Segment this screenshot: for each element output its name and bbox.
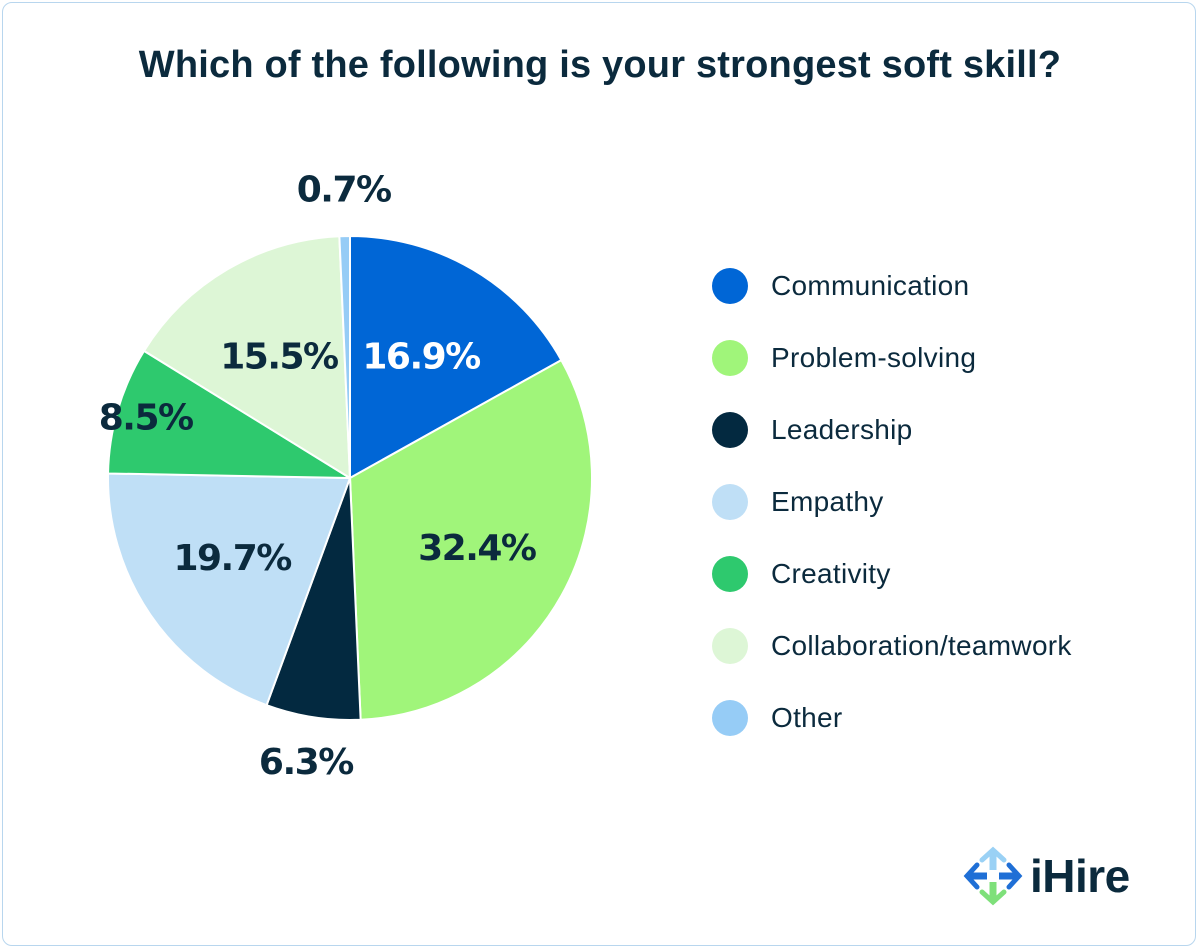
slice-label-other: 0.7% [297,170,391,211]
slice-label-empathy: 19.7% [173,538,291,579]
ihire-logo-text: iHire [1030,850,1130,902]
slice-label-leadership: 6.3% [259,742,353,783]
legend-item: Leadership [712,394,1072,466]
legend-swatch [712,556,748,592]
legend-swatch [712,484,748,520]
pie-slice-creativity [107,349,351,479]
legend-label: Communication [771,270,970,301]
ihire-logo-icon [963,846,1023,906]
legend-label: Creativity [771,558,891,589]
pie-slice-communication [349,235,563,479]
pie-slice-problem-solving [349,359,593,721]
legend-swatch [712,628,748,664]
slice-label-creativity: 8.5% [99,397,193,438]
legend-label: Leadership [771,414,913,445]
pie-slice-empathy [107,472,351,707]
chart-legend: Communication Problem-solving Leadership Em… [712,250,1072,754]
legend-swatch [712,700,748,736]
legend-item: Problem-solving [712,322,1072,394]
legend-item: Empathy [712,466,1072,538]
chart-title: Which of the following is your strongest… [138,44,1062,86]
legend-swatch [712,412,748,448]
legend-item: Creativity [712,538,1072,610]
pie-slice-other [338,235,351,479]
slice-label-problem-solving: 32.4% [418,528,536,569]
legend-item: Collaboration/teamwork [712,610,1072,682]
legend-label: Problem-solving [771,342,977,373]
ihire-logo: iHire [960,846,1130,906]
slice-label-collaboration-teamwork: 15.5% [220,336,338,377]
legend-label: Other [771,702,843,733]
legend-swatch [712,268,748,304]
legend-swatch [712,340,748,376]
legend-item: Communication [712,250,1072,322]
legend-item: Other [712,682,1072,754]
legend-label: Empathy [771,486,884,517]
legend-label: Collaboration/teamwork [771,630,1072,661]
pie-slice-collaboration-teamwork [143,235,351,479]
slice-label-communication: 16.9% [362,336,480,377]
